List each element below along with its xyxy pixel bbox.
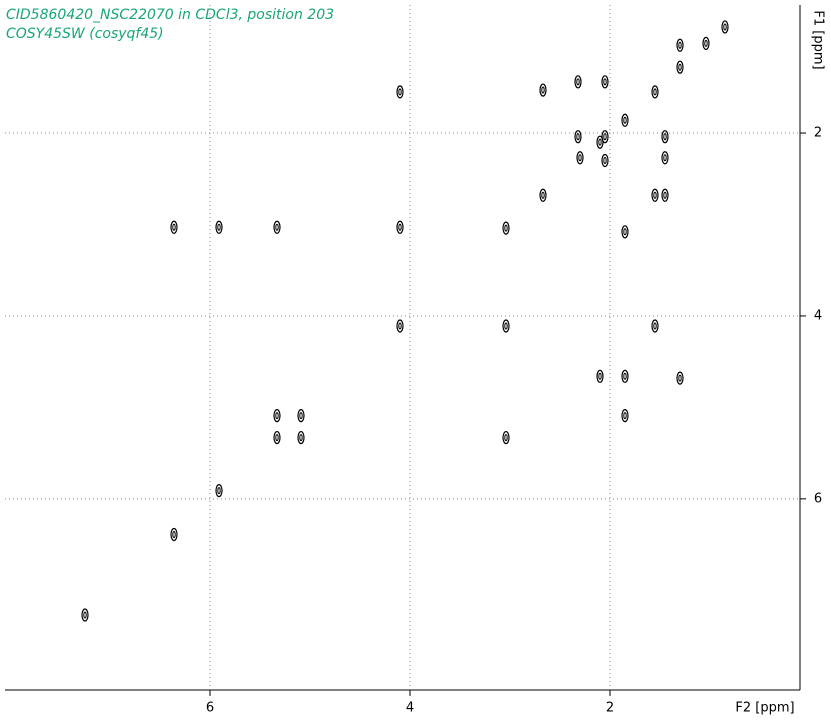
cross-peak-core: [653, 191, 657, 199]
cross-peak: [539, 188, 547, 202]
cross-peak-core: [541, 86, 545, 94]
cross-peak-core: [217, 223, 221, 231]
cross-peak: [273, 430, 281, 445]
cross-peak: [502, 430, 510, 445]
cross-peak-core: [623, 228, 627, 236]
cross-peak-core: [275, 412, 279, 420]
cross-peak-core: [603, 156, 607, 164]
cross-peak: [651, 319, 659, 333]
cross-peak-core: [598, 138, 602, 146]
cross-peak-core: [623, 116, 627, 124]
cross-peak: [621, 409, 629, 423]
cross-peak: [621, 369, 629, 383]
cross-peak-core: [723, 23, 727, 31]
cross-peak: [574, 75, 582, 89]
cross-peak-core: [398, 223, 402, 231]
cross-peak-core: [299, 412, 303, 420]
x-tick-label: 4: [406, 701, 414, 716]
cross-peak: [721, 20, 729, 34]
cross-peak: [661, 188, 669, 202]
cross-peak: [396, 220, 404, 234]
chart-title: CID5860420_NSC22070 in CDCl3, position 2…: [6, 7, 334, 23]
cross-peak: [396, 319, 404, 333]
cross-peak: [601, 75, 609, 89]
cross-peak: [676, 60, 684, 74]
cross-peak: [170, 527, 178, 542]
x-axis-label: F2 [ppm]: [735, 701, 794, 716]
cross-peak: [574, 130, 582, 144]
cross-peak-core: [623, 412, 627, 420]
cross-peak: [576, 151, 584, 165]
cross-peak-core: [83, 611, 87, 619]
chart-subtitle: COSY45SW (cosyqf45): [6, 26, 164, 42]
cross-peak-core: [504, 322, 508, 330]
cross-peak-core: [704, 39, 708, 47]
cross-peak: [297, 430, 305, 445]
cross-peak-core: [576, 133, 580, 141]
cross-peak-core: [603, 133, 607, 141]
cross-peak-core: [598, 372, 602, 380]
cross-peak: [702, 36, 710, 51]
cross-peak: [661, 130, 669, 144]
cross-peak: [601, 153, 609, 168]
cross-peak-core: [663, 154, 667, 162]
cross-peak-core: [603, 78, 607, 86]
y-tick-label: 6: [814, 491, 822, 506]
cross-peak-core: [217, 487, 221, 495]
cross-peak-core: [653, 322, 657, 330]
cross-peak-core: [663, 133, 667, 141]
cross-peak-core: [678, 374, 682, 382]
cross-peak: [661, 151, 669, 165]
y-tick-label: 2: [814, 126, 822, 141]
cross-peak-core: [578, 154, 582, 162]
cross-peak-core: [504, 224, 508, 232]
cross-peak: [676, 371, 684, 385]
cross-peak: [651, 188, 659, 202]
cross-peak-core: [623, 372, 627, 380]
cross-peak-core: [576, 78, 580, 86]
cross-peak-core: [275, 434, 279, 442]
cross-peak: [651, 85, 659, 99]
x-tick-label: 2: [606, 701, 614, 716]
cross-peak-core: [678, 41, 682, 49]
cross-peak: [81, 608, 89, 622]
cross-peak: [621, 113, 629, 127]
cross-peak: [676, 38, 684, 52]
y-axis-label: F1 [ppm]: [811, 10, 826, 69]
cross-peak-core: [398, 88, 402, 96]
cross-peak-core: [678, 63, 682, 71]
cross-peak: [215, 484, 223, 498]
cross-peak-core: [172, 223, 176, 231]
cross-peak-core: [299, 434, 303, 442]
cross-peak: [539, 83, 547, 97]
cross-peak: [396, 85, 404, 99]
cross-peak-core: [172, 531, 176, 539]
cross-peak: [601, 130, 609, 144]
cross-peak-core: [653, 88, 657, 96]
x-tick-label: 6: [206, 701, 214, 716]
cross-peak: [215, 220, 223, 234]
cross-peak-core: [398, 322, 402, 330]
cross-peak: [502, 319, 510, 333]
cross-peak: [170, 220, 178, 234]
cross-peak: [273, 409, 281, 423]
cross-peak-core: [275, 223, 279, 231]
cross-peak: [596, 369, 604, 383]
cross-peak: [502, 221, 510, 235]
cross-peak-core: [663, 191, 667, 199]
cross-peak: [297, 409, 305, 423]
cross-peak: [621, 225, 629, 239]
cross-peak-core: [504, 434, 508, 442]
cross-peak: [273, 220, 281, 234]
y-tick-label: 4: [814, 308, 822, 323]
cross-peak-core: [541, 191, 545, 199]
